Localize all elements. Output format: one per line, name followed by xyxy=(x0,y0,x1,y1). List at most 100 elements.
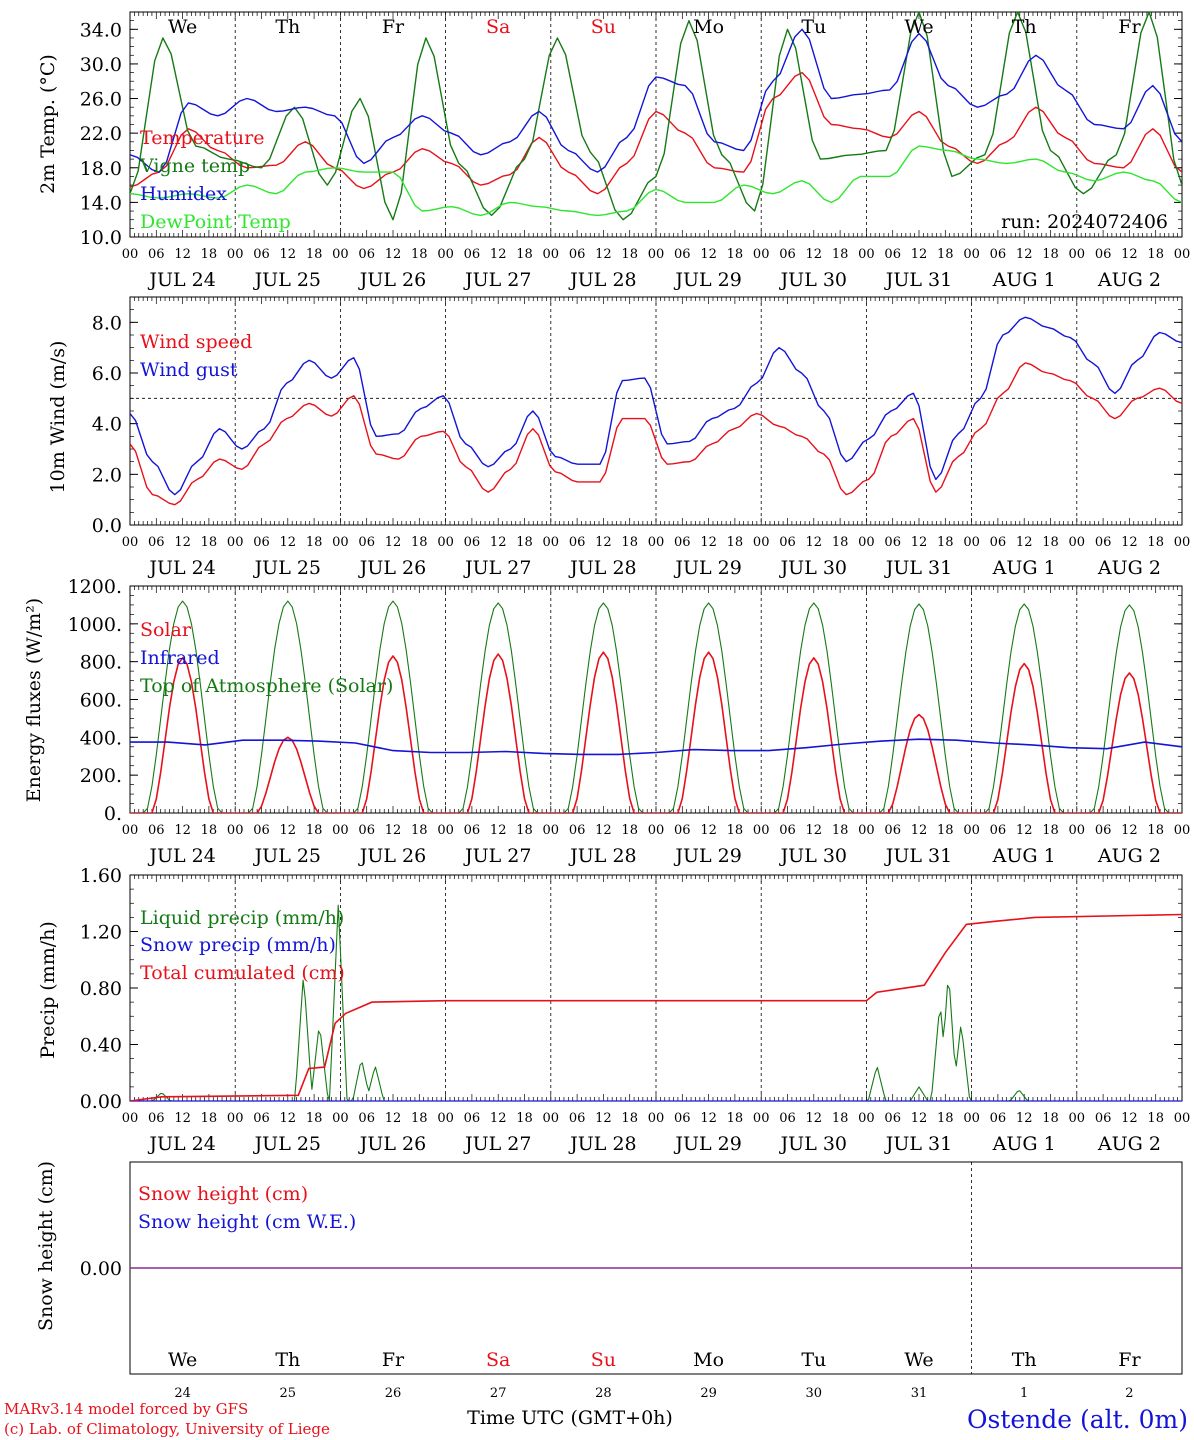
weekday-header-label: Th xyxy=(1012,16,1037,38)
hour-tick-label: 00 xyxy=(122,1111,139,1126)
hour-tick-label: 18 xyxy=(727,1111,744,1126)
hour-tick-label: 06 xyxy=(569,247,586,262)
hour-tick-label: 00 xyxy=(648,823,665,838)
hour-tick-label: 06 xyxy=(148,535,165,550)
hour-tick-label: 00 xyxy=(122,823,139,838)
day-number-label: 29 xyxy=(700,1386,717,1401)
station-name: Ostende (alt. 0m) xyxy=(967,1405,1188,1434)
hour-tick-label: 06 xyxy=(779,1111,796,1126)
series-wind-speed xyxy=(130,362,1182,506)
hour-tick-label: 06 xyxy=(1095,535,1112,550)
y-tick-label: 1200. xyxy=(68,576,122,598)
hour-tick-label: 18 xyxy=(201,247,218,262)
hour-tick-label: 12 xyxy=(595,823,612,838)
hour-tick-label: 00 xyxy=(648,1111,665,1126)
hour-tick-label: 12 xyxy=(280,1111,297,1126)
date-label: JUL 26 xyxy=(358,1133,426,1155)
hour-tick-label: 00 xyxy=(1069,823,1086,838)
hour-tick-label: 00 xyxy=(332,823,349,838)
hour-tick-label: 00 xyxy=(858,247,875,262)
weekday-label: Mo xyxy=(693,1349,724,1371)
legend-snow-height-we: Snow height (cm W.E.) xyxy=(138,1211,356,1233)
day-number-label: 25 xyxy=(280,1386,297,1401)
hour-tick-label: 06 xyxy=(358,247,375,262)
legend-snow-precip: Snow precip (mm/h) xyxy=(140,934,336,956)
hour-tick-label: 00 xyxy=(437,535,454,550)
panel-wind: 00 06 12 18 00 06 12 18 00 06 12 18 00 06 12 18 00 06 12 18… xyxy=(92,296,1190,579)
date-label: AUG 1 xyxy=(992,1133,1056,1155)
hour-tick-label: 00 xyxy=(858,535,875,550)
hour-tick-label: 06 xyxy=(1095,247,1112,262)
panel-energy: 00 06 12 18 00 06 12 18 00 06 12 18 00 06 12 18 00 06 12 18… xyxy=(68,576,1191,867)
legend-solar: Solar xyxy=(140,619,192,641)
date-label: JUL 25 xyxy=(253,269,321,291)
date-label: JUL 28 xyxy=(568,845,636,867)
series-liquid-precip xyxy=(130,904,1182,1101)
date-label: JUL 24 xyxy=(147,845,215,867)
hour-tick-label: 06 xyxy=(253,1111,270,1126)
hour-tick-label: 12 xyxy=(700,823,717,838)
hour-tick-label: 12 xyxy=(700,1111,717,1126)
hour-tick-label: 18 xyxy=(937,823,954,838)
hour-tick-label: 12 xyxy=(1016,247,1033,262)
date-label: JUL 30 xyxy=(779,557,847,579)
hour-tick-label: 00 xyxy=(227,1111,244,1126)
weekday-header-label: Sa xyxy=(486,16,510,38)
date-label: AUG 2 xyxy=(1097,557,1161,579)
hour-tick-label: 00 xyxy=(122,535,139,550)
hour-tick-label: 12 xyxy=(911,247,928,262)
date-label: JUL 31 xyxy=(884,269,952,291)
hour-tick-label: 18 xyxy=(937,247,954,262)
legend-snow-height: Snow height (cm) xyxy=(138,1183,308,1205)
hour-tick-label: 18 xyxy=(832,247,849,262)
hour-tick-label: 06 xyxy=(358,535,375,550)
hour-tick-label: 12 xyxy=(700,247,717,262)
weekday-header-label: Fr xyxy=(1118,16,1141,38)
hour-tick-label: 00 xyxy=(227,247,244,262)
hour-tick-label: 00 xyxy=(543,247,560,262)
hour-tick-label: 06 xyxy=(253,535,270,550)
date-label: JUL 25 xyxy=(253,1133,321,1155)
date-label: JUL 31 xyxy=(884,1133,952,1155)
weekday-header-label: Fr xyxy=(382,16,405,38)
hour-tick-label: 06 xyxy=(990,535,1007,550)
date-label: JUL 29 xyxy=(673,1133,741,1155)
hour-tick-label: 12 xyxy=(490,535,507,550)
hour-tick-label: 06 xyxy=(569,535,586,550)
hour-tick-label: 12 xyxy=(806,535,823,550)
hour-tick-label: 12 xyxy=(806,823,823,838)
panel-precip: 00 06 12 18 00 06 12 18 00 06 12 18 00 06 12 18 00 06 12 18… xyxy=(80,865,1191,1155)
y-tick-label: 1.20 xyxy=(80,922,122,944)
weekday-label: Th xyxy=(275,1349,300,1371)
legend-liquid-precip: Liquid precip (mm/h) xyxy=(140,907,344,929)
series-dewpoint-temp xyxy=(130,145,1182,217)
date-label: JUL 27 xyxy=(463,845,531,867)
date-label: JUL 29 xyxy=(673,269,741,291)
plot-frame xyxy=(129,11,1183,238)
hour-tick-label: 12 xyxy=(280,535,297,550)
hour-tick-label: 18 xyxy=(621,823,638,838)
weekday-label: We xyxy=(904,1349,933,1371)
weekday-label: Tu xyxy=(801,1349,826,1371)
hour-tick-label: 18 xyxy=(201,535,218,550)
hour-tick-label: 00 xyxy=(1174,823,1191,838)
weekday-header-label: Tu xyxy=(801,16,826,38)
weekday-label: Fr xyxy=(382,1349,405,1371)
hour-tick-label: 00 xyxy=(1069,535,1086,550)
date-label: JUL 24 xyxy=(147,557,215,579)
hour-tick-label: 12 xyxy=(1121,823,1138,838)
hour-tick-label: 12 xyxy=(174,1111,191,1126)
legend-dewpoint: DewPoint Temp xyxy=(140,211,291,233)
hour-tick-label: 00 xyxy=(1069,247,1086,262)
weekday-header-label: We xyxy=(904,16,933,38)
date-label: JUL 27 xyxy=(463,557,531,579)
hour-tick-label: 00 xyxy=(963,1111,980,1126)
hour-tick-label: 06 xyxy=(1095,1111,1112,1126)
ylabel-precip: Precip (mm/h) xyxy=(37,921,59,1059)
day-number-label: 1 xyxy=(1020,1386,1028,1401)
date-label: JUL 26 xyxy=(358,845,426,867)
y-tick-label: 0.00 xyxy=(80,1258,122,1280)
hour-tick-label: 12 xyxy=(174,823,191,838)
hour-tick-label: 06 xyxy=(148,247,165,262)
hour-tick-label: 18 xyxy=(1042,535,1059,550)
